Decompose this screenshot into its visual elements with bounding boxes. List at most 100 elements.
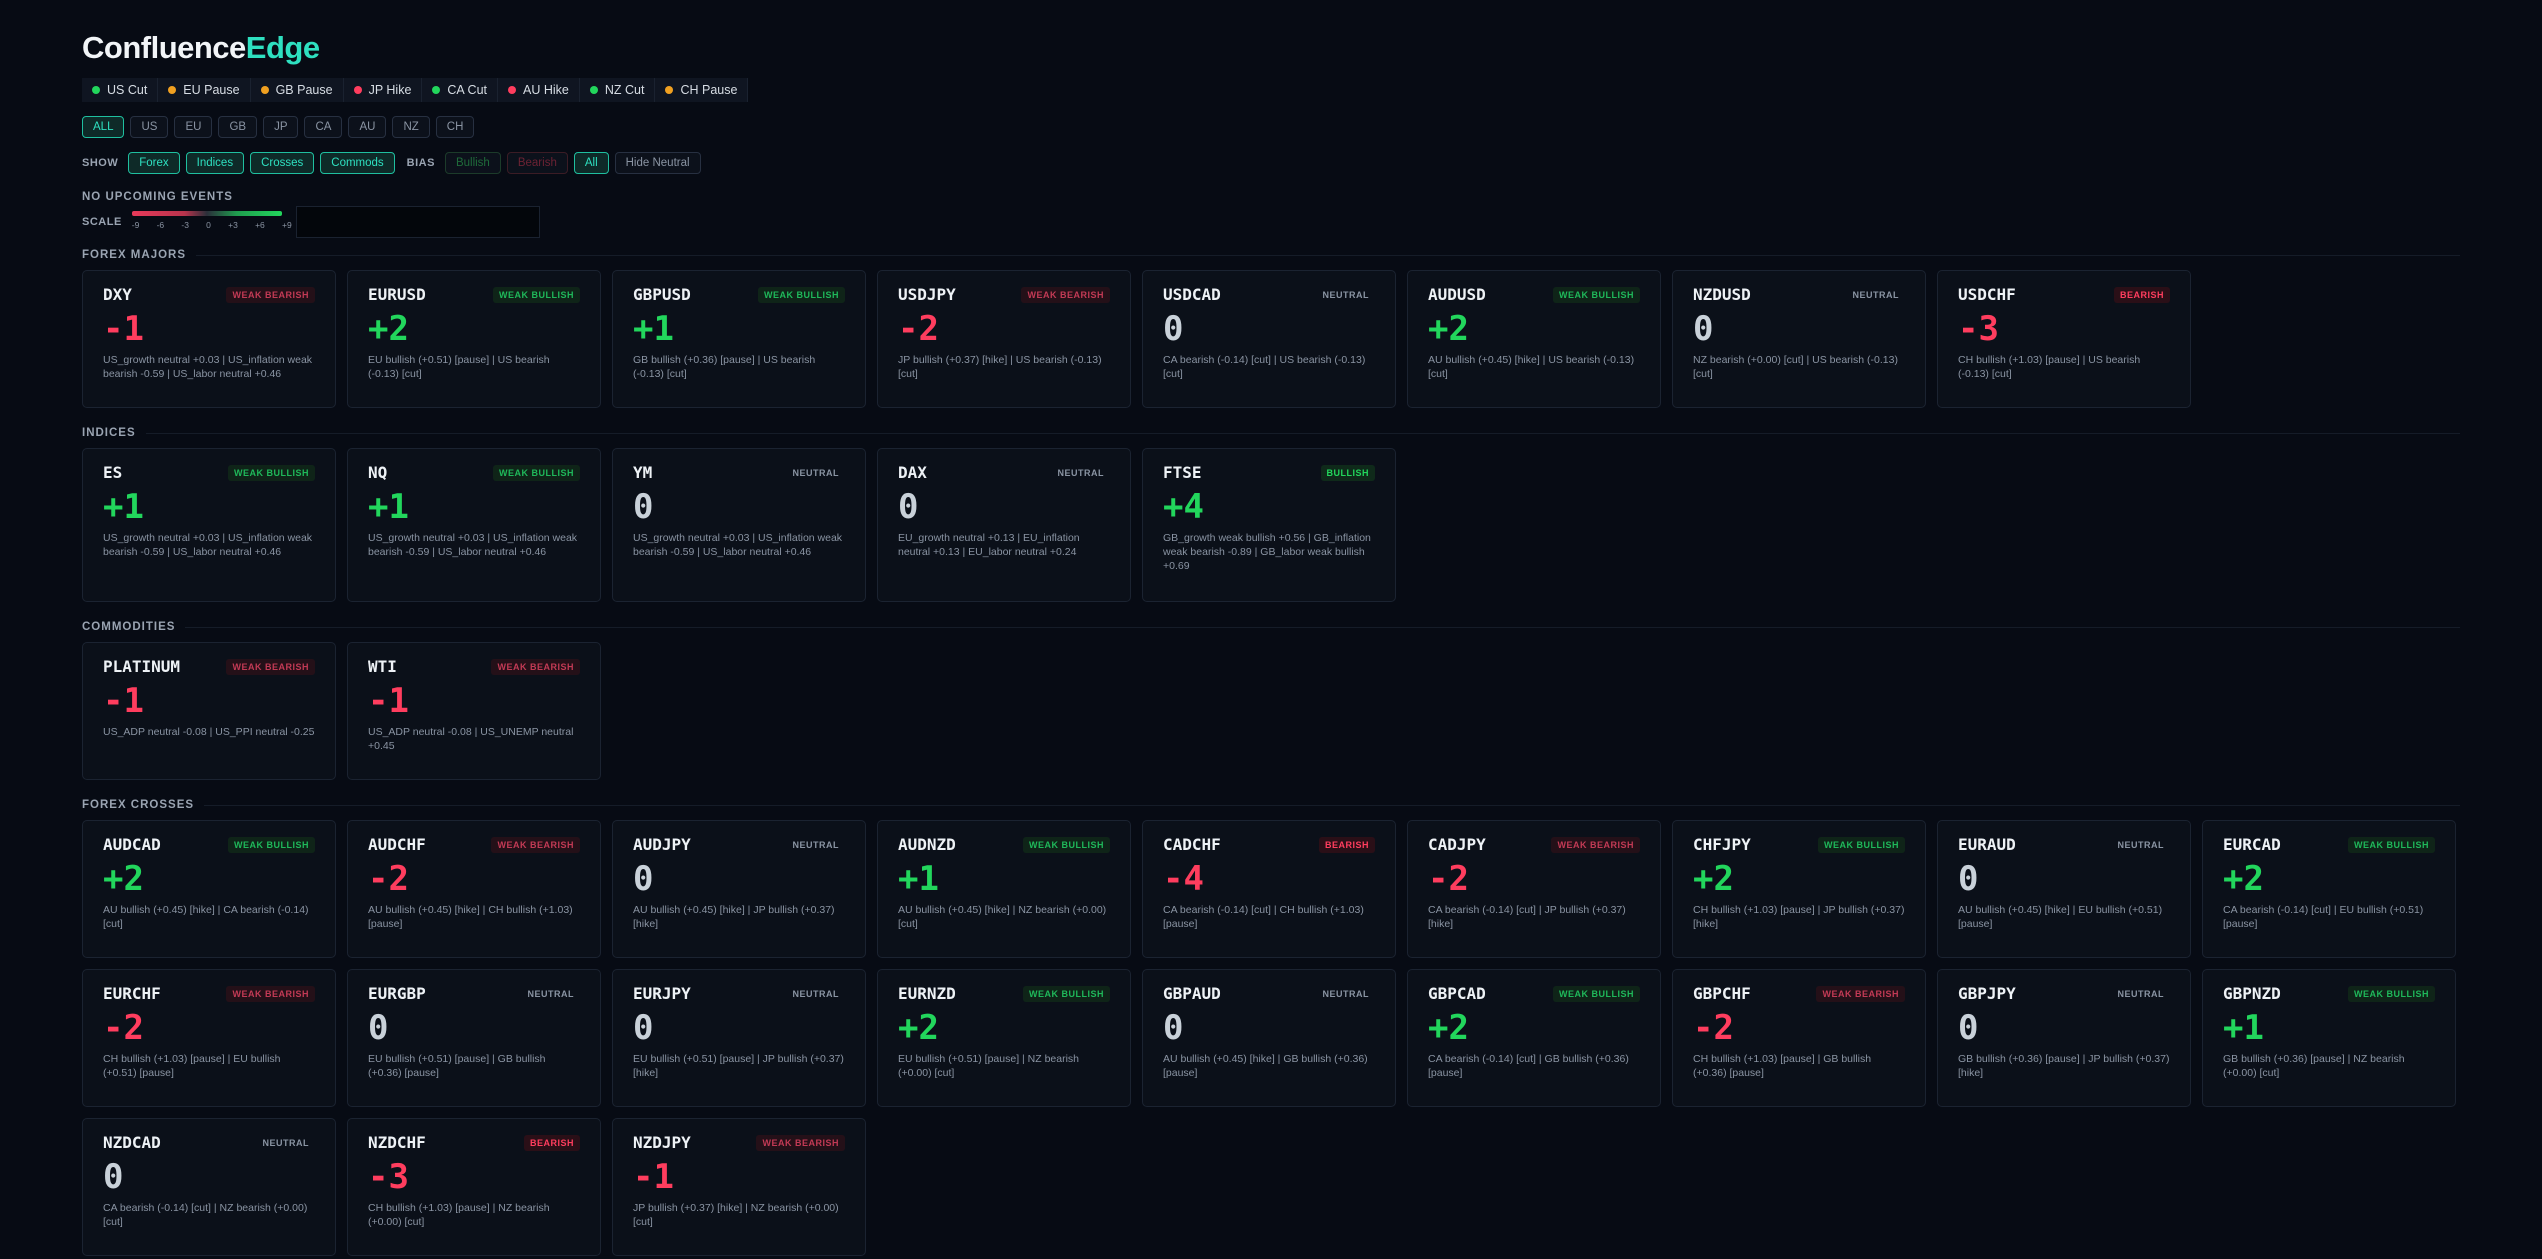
score-value: +2 bbox=[2223, 859, 2264, 899]
status-dot-icon bbox=[665, 86, 674, 94]
symbol: AUDUSD bbox=[1428, 285, 1486, 304]
event-chip[interactable]: GB Pause bbox=[250, 78, 344, 102]
bias-badge: WEAK BULLISH bbox=[493, 464, 580, 481]
score-value: +2 bbox=[1428, 1008, 1469, 1048]
instrument-card[interactable]: EURAUD NEUTRAL 0 AU bullish (+0.45) [hike] … bbox=[1937, 820, 2191, 958]
score-detail: NZ bearish (+0.00) [cut] | US bearish (-… bbox=[1693, 354, 1898, 380]
score-detail: GB bullish (+0.36) [pause] | US bearish … bbox=[633, 354, 816, 380]
bias-badge: BEARISH bbox=[2113, 286, 2170, 303]
bias-chip-all[interactable]: All bbox=[573, 152, 609, 174]
bias-badge: NEUTRAL bbox=[2117, 839, 2164, 850]
event-chip[interactable]: JP Hike bbox=[343, 78, 423, 102]
instrument-card[interactable]: AUDCAD WEAK BULLISH +2 AU bullish (+0.45) [… bbox=[82, 820, 336, 958]
card-header: DXY WEAK BEARISH bbox=[103, 285, 315, 304]
symbol: USDCAD bbox=[1163, 285, 1221, 304]
instrument-card[interactable]: AUDUSD WEAK BULLISH +2 AU bullish (+0.45) [… bbox=[1407, 270, 1661, 408]
bias-label: BIAS bbox=[406, 157, 435, 169]
bias-badge: WEAK BEARISH bbox=[1816, 985, 1905, 1002]
bias-badge: WEAK BULLISH bbox=[1818, 836, 1905, 853]
currency-chip-eu[interactable]: EU bbox=[174, 116, 213, 138]
currency-chip-gb[interactable]: GB bbox=[218, 116, 258, 138]
instrument-card[interactable]: NZDCAD NEUTRAL 0 CA bearish (-0.14) [cut] |… bbox=[82, 1118, 336, 1256]
instrument-card[interactable]: USDJPY WEAK BEARISH -2 JP bullish (+0.37) [… bbox=[877, 270, 1131, 408]
instrument-card[interactable]: GBPCHF WEAK BEARISH -2 CH bullish (+1.03) [… bbox=[1672, 969, 1926, 1107]
bias-badge: WEAK BULLISH bbox=[493, 286, 580, 303]
instrument-card[interactable]: EURCHF WEAK BEARISH -2 CH bullish (+1.03) [… bbox=[82, 969, 336, 1107]
section-divider bbox=[185, 626, 2460, 628]
instrument-card[interactable]: EURCAD WEAK BULLISH +2 CA bearish (-0.14) [… bbox=[2202, 820, 2456, 958]
bias-badge: WEAK BEARISH bbox=[491, 836, 580, 853]
instrument-card[interactable]: WTI WEAK BEARISH -1 US_ADP neutral -0.08 | … bbox=[347, 642, 601, 780]
symbol: AUDCHF bbox=[368, 835, 426, 854]
score-detail: JP bullish (+0.37) [hike] | NZ bearish (… bbox=[633, 1202, 839, 1228]
currency-chip-ch[interactable]: CH bbox=[435, 116, 475, 138]
bias-chip-bullish[interactable]: Bullish bbox=[444, 152, 501, 174]
bias-chip-hide-neutral[interactable]: Hide Neutral bbox=[614, 152, 701, 174]
instrument-card[interactable]: AUDJPY NEUTRAL 0 AU bullish (+0.45) [hike] … bbox=[612, 820, 866, 958]
instrument-card[interactable]: GBPNZD WEAK BULLISH +1 GB bullish (+0.36) [… bbox=[2202, 969, 2456, 1107]
event-chip[interactable]: EU Pause bbox=[158, 78, 251, 102]
event-chip[interactable]: CA Cut bbox=[422, 78, 499, 102]
instrument-card[interactable]: GBPCAD WEAK BULLISH +2 CA bearish (-0.14) [… bbox=[1407, 969, 1661, 1107]
instrument-card[interactable]: NZDCHF BEARISH -3 CH bullish (+1.03) [pause… bbox=[347, 1118, 601, 1256]
instrument-card[interactable]: YM NEUTRAL 0 US_growth neutral +0.03 | US_i… bbox=[612, 448, 866, 602]
bias-chip-bearish[interactable]: Bearish bbox=[506, 152, 568, 174]
currency-chip-us[interactable]: US bbox=[130, 116, 169, 138]
instrument-card[interactable]: EURGBP NEUTRAL 0 EU bullish (+0.51) [pause]… bbox=[347, 969, 601, 1107]
currency-chip-jp[interactable]: JP bbox=[263, 116, 299, 138]
bias-badge: WEAK BEARISH bbox=[1021, 286, 1110, 303]
instrument-card[interactable]: GBPAUD NEUTRAL 0 AU bullish (+0.45) [hike] … bbox=[1142, 969, 1396, 1107]
instrument-card[interactable]: USDCHF BEARISH -3 CH bullish (+1.03) [pause… bbox=[1937, 270, 2191, 408]
symbol: NQ bbox=[368, 463, 388, 482]
instrument-card[interactable]: ES WEAK BULLISH +1 US_growth neutral +0.03 … bbox=[82, 448, 336, 602]
card-header: EURJPY NEUTRAL bbox=[633, 984, 845, 1003]
currency-chip-all[interactable]: ALL bbox=[82, 116, 125, 138]
currency-chip-nz[interactable]: NZ bbox=[392, 116, 430, 138]
show-chip-indices[interactable]: Indices bbox=[185, 152, 245, 174]
event-chip[interactable]: US Cut bbox=[82, 78, 159, 102]
show-chips: Forex Indices Crosses Commods bbox=[128, 152, 395, 174]
instrument-card[interactable]: NZDJPY WEAK BEARISH -1 JP bullish (+0.37) [… bbox=[612, 1118, 866, 1256]
instrument-card[interactable]: NQ WEAK BULLISH +1 US_growth neutral +0.03 … bbox=[347, 448, 601, 602]
scale-tick: -6 bbox=[156, 220, 165, 230]
instrument-card[interactable]: EURUSD WEAK BULLISH +2 EU bullish (+0.51) [… bbox=[347, 270, 601, 408]
instrument-card[interactable]: DXY WEAK BEARISH -1 US_growth neutral +0.03… bbox=[82, 270, 336, 408]
instrument-card[interactable]: NZDUSD NEUTRAL 0 NZ bearish (+0.00) [cut] |… bbox=[1672, 270, 1926, 408]
show-chip-commods[interactable]: Commods bbox=[320, 152, 395, 174]
instrument-card[interactable]: DAX NEUTRAL 0 EU_growth neutral +0.13 | EU_… bbox=[877, 448, 1131, 602]
instrument-card[interactable]: PLATINUM WEAK BEARISH -1 US_ADP neutral -0.… bbox=[82, 642, 336, 780]
symbol: NZDCHF bbox=[368, 1133, 426, 1152]
card-header: NZDJPY WEAK BEARISH bbox=[633, 1133, 845, 1152]
symbol: AUDCAD bbox=[103, 835, 161, 854]
event-chip[interactable]: CH Pause bbox=[655, 78, 749, 102]
scale-tick: +3 bbox=[228, 220, 238, 230]
instrument-card[interactable]: CADCHF BEARISH -4 CA bearish (-0.14) [cut] … bbox=[1142, 820, 1396, 958]
instrument-card[interactable]: CHFJPY WEAK BULLISH +2 CH bullish (+1.03) [… bbox=[1672, 820, 1926, 958]
bias-badge: WEAK BULLISH bbox=[1023, 985, 1110, 1002]
event-chip[interactable]: AU Hike bbox=[498, 78, 580, 102]
instrument-card[interactable]: CADJPY WEAK BEARISH -2 CA bearish (-0.14) [… bbox=[1407, 820, 1661, 958]
score-value: 0 bbox=[368, 1008, 389, 1048]
instrument-card[interactable]: GBPUSD WEAK BULLISH +1 GB bullish (+0.36) [… bbox=[612, 270, 866, 408]
symbol: NZDJPY bbox=[633, 1133, 691, 1152]
section-header: FOREX CROSSES bbox=[82, 799, 2460, 811]
show-chip-forex[interactable]: Forex bbox=[128, 152, 180, 174]
scale-tick: -3 bbox=[181, 220, 189, 230]
instrument-card[interactable]: EURJPY NEUTRAL 0 EU bullish (+0.51) [pause]… bbox=[612, 969, 866, 1107]
instrument-card[interactable]: GBPJPY NEUTRAL 0 GB bullish (+0.36) [pause]… bbox=[1937, 969, 2191, 1107]
symbol: DXY bbox=[103, 285, 132, 304]
currency-chip-au[interactable]: AU bbox=[348, 116, 387, 138]
currency-chip-ca[interactable]: CA bbox=[304, 116, 343, 138]
score-detail: US_growth neutral +0.03 | US_inflation w… bbox=[103, 532, 313, 558]
instrument-card[interactable]: EURNZD WEAK BULLISH +2 EU bullish (+0.51) [… bbox=[877, 969, 1131, 1107]
instrument-card[interactable]: AUDNZD WEAK BULLISH +1 AU bullish (+0.45) [… bbox=[877, 820, 1131, 958]
instrument-card[interactable]: FTSE BULLISH +4 GB_growth weak bullish +0.5… bbox=[1142, 448, 1396, 602]
instrument-card[interactable]: USDCAD NEUTRAL 0 CA bearish (-0.14) [cut] |… bbox=[1142, 270, 1396, 408]
instrument-card[interactable]: AUDCHF WEAK BEARISH -2 AU bullish (+0.45) [… bbox=[347, 820, 601, 958]
show-chip-crosses[interactable]: Crosses bbox=[250, 152, 315, 174]
card-header: AUDCHF WEAK BEARISH bbox=[368, 835, 580, 854]
score-value: -2 bbox=[103, 1008, 144, 1048]
event-chip[interactable]: NZ Cut bbox=[579, 78, 656, 102]
scale-bar: -9 -6 -3 0 +3 +6 +9 bbox=[131, 209, 292, 235]
score-detail: EU_growth neutral +0.13 | EU_inflation n… bbox=[898, 532, 1080, 558]
